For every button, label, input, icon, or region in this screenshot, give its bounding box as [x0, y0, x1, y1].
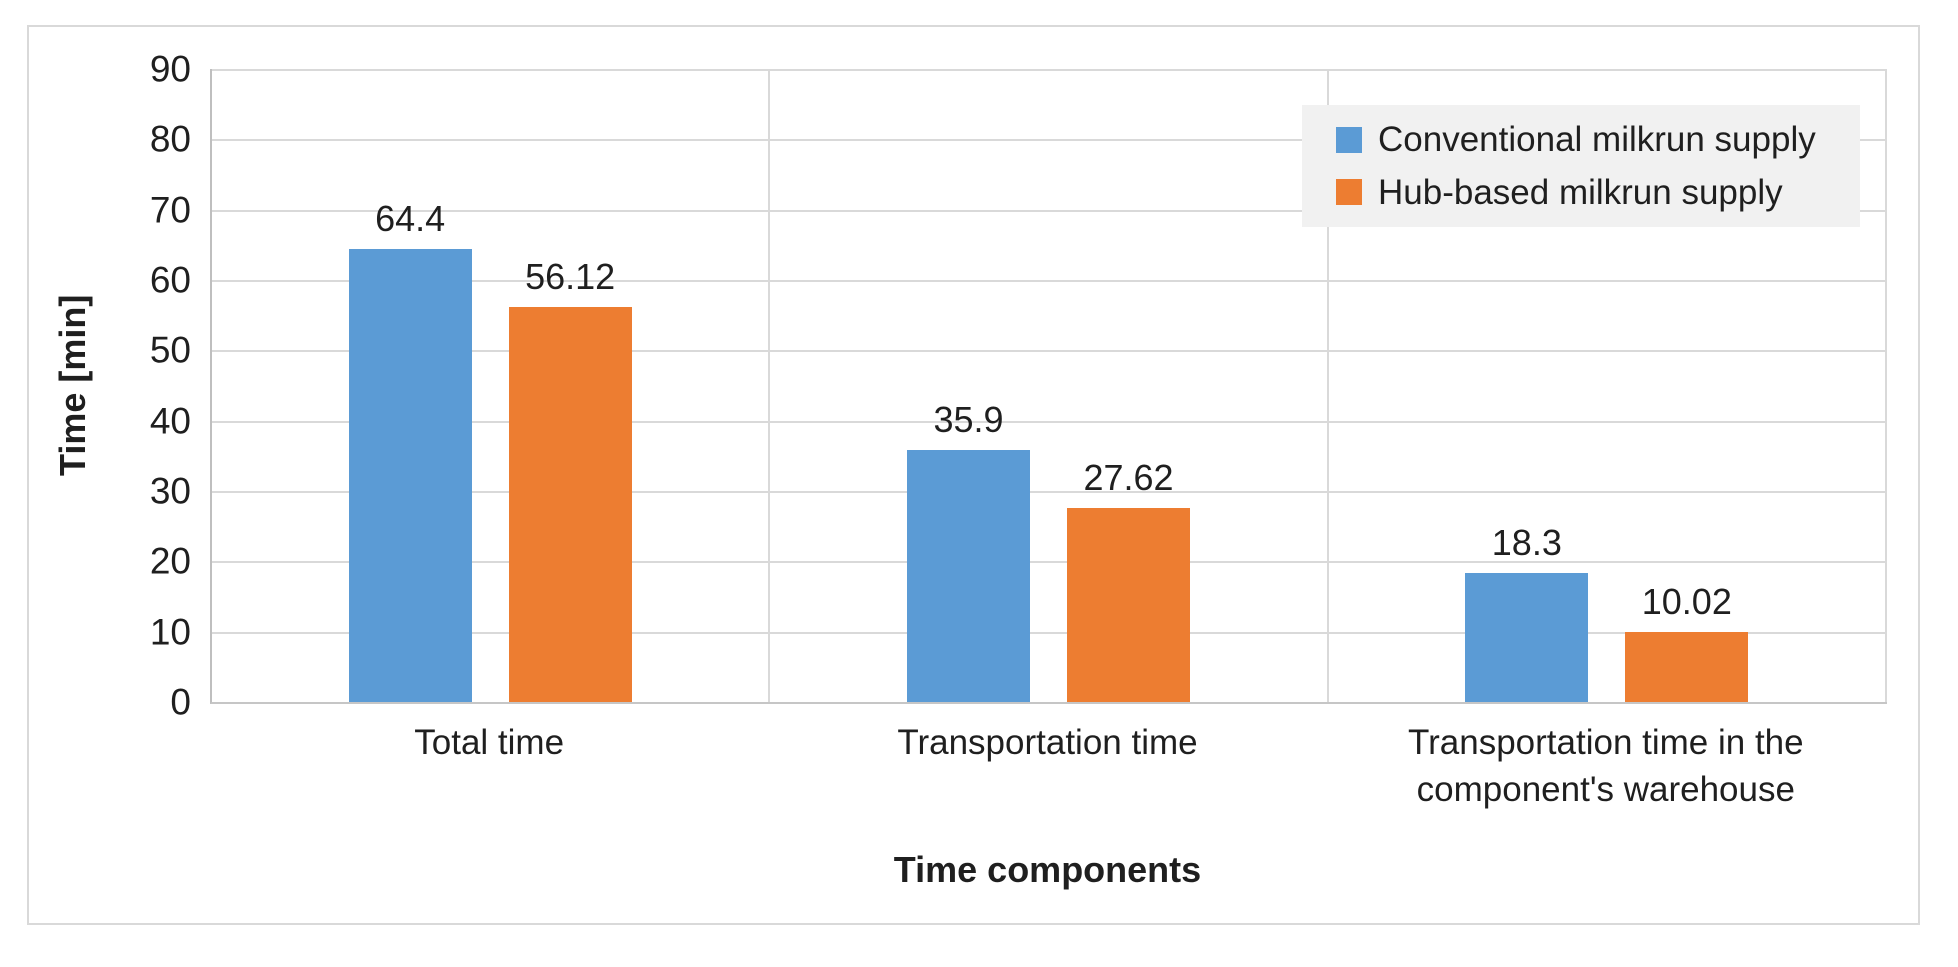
plot-area: 64.4 56.12 35.9 27.62 18.3 10.02 — [210, 69, 1887, 704]
y-tick-label: 90 — [149, 48, 191, 90]
gridline — [212, 420, 1887, 423]
bar-value-label: 10.02 — [1641, 580, 1732, 622]
category-cell: 64.4 56.12 — [212, 69, 771, 702]
bar-group: 35.9 27.62 — [770, 401, 1326, 702]
bar-value-label: 27.62 — [1083, 456, 1174, 498]
categories-row: 64.4 56.12 35.9 27.62 18.3 10.02 — [212, 69, 1887, 702]
gridline — [212, 69, 1887, 71]
legend-swatch — [1336, 126, 1362, 153]
chart-frame: Time [min] 0 10 20 30 40 50 60 70 80 90 64.4 56.12… — [27, 25, 1920, 925]
y-tick-label: 40 — [149, 400, 191, 442]
y-tick-label: 30 — [149, 470, 191, 512]
bar-hub-based: 56.12 — [508, 259, 632, 702]
bar-conventional: 35.9 — [906, 401, 1030, 702]
bar-value-label: 18.3 — [1491, 522, 1562, 564]
gridline — [212, 491, 1887, 493]
gridline — [212, 631, 1887, 634]
category-cell: 18.3 10.02 — [1329, 69, 1887, 702]
gridline — [212, 209, 1887, 212]
bar-value-label: 56.12 — [525, 256, 616, 298]
y-tick-label: 10 — [149, 611, 191, 653]
legend-item: Conventional milkrun supply — [1336, 122, 1860, 157]
y-tick-label: 0 — [170, 681, 191, 723]
x-category-label: Transportation time in the component's w… — [1408, 723, 1804, 810]
legend-label: Conventional milkrun supply — [1378, 120, 1816, 160]
legend: Conventional milkrun supply Hub-based mil… — [1302, 105, 1860, 227]
x-category-label: Transportation time — [897, 723, 1198, 762]
bar-conventional: 18.3 — [1465, 525, 1589, 702]
y-tick-label: 80 — [149, 118, 191, 160]
bar-hub-based: 27.62 — [1066, 459, 1190, 702]
y-tick-label: 60 — [149, 259, 191, 301]
bar-group: 18.3 10.02 — [1329, 525, 1885, 702]
legend-item: Hub-based milkrun supply — [1336, 175, 1860, 210]
gridline — [212, 561, 1887, 564]
legend-swatch — [1336, 179, 1362, 206]
bar-conventional: 64.4 — [348, 201, 472, 702]
y-tick-label: 20 — [149, 540, 191, 582]
x-axis-title: Time components — [893, 849, 1202, 890]
y-tick-label: 50 — [149, 329, 191, 371]
gridline — [212, 280, 1887, 282]
bar-value-label: 64.4 — [375, 198, 446, 240]
bar-value-label: 35.9 — [933, 398, 1004, 440]
legend-label: Hub-based milkrun supply — [1378, 172, 1783, 212]
gridline — [212, 139, 1887, 142]
x-category-label: Total time — [414, 723, 565, 762]
x-axis-labels: Total time Transportation time Transportat… — [210, 719, 1885, 814]
y-tick-label: 70 — [149, 189, 191, 231]
y-axis-ticks: 0 10 20 30 40 50 60 70 80 90 — [79, 51, 191, 721]
gridline — [212, 350, 1887, 353]
category-cell: 35.9 27.62 — [770, 69, 1329, 702]
bar-hub-based: 10.02 — [1625, 583, 1749, 702]
bar-group: 64.4 56.12 — [212, 201, 768, 702]
